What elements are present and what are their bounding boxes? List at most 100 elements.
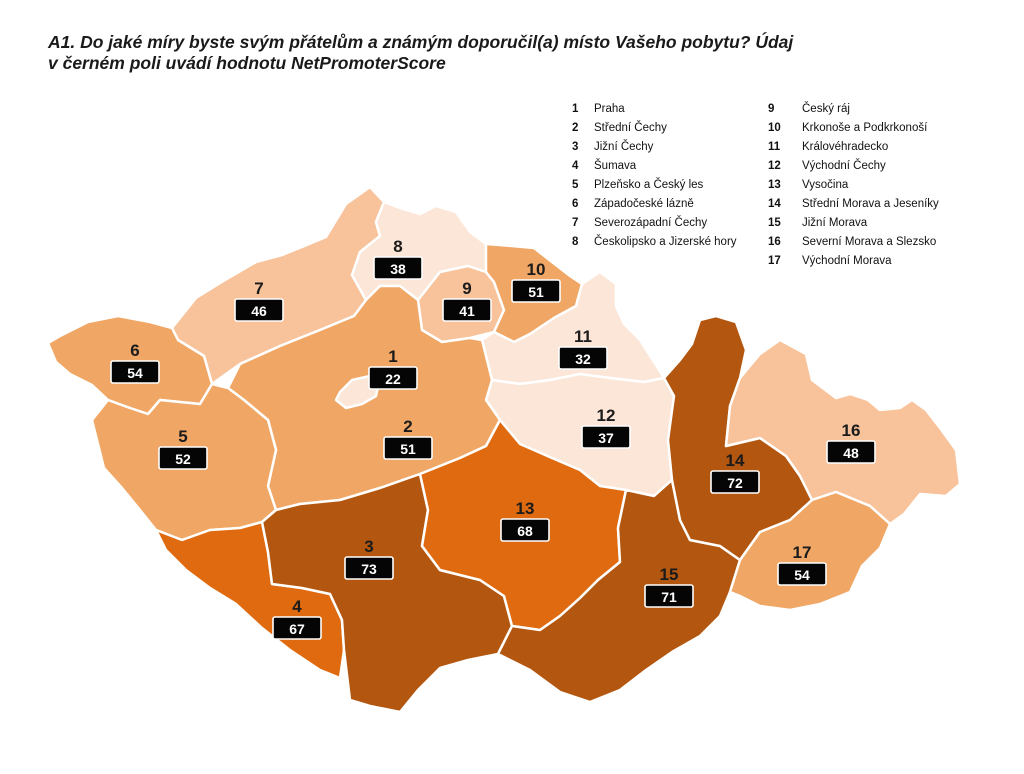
legend-item-9: 9 Český ráj (768, 103, 850, 122)
region-label-2: 251 (383, 417, 433, 460)
title-line-1: A1. Do jaké míry byste svým přátelům a z… (48, 32, 794, 52)
legend-label: Jižní Morava (802, 217, 868, 229)
nps-box (110, 360, 160, 384)
legend-label: Východní Čechy (802, 160, 886, 172)
nps-value: 48 (843, 445, 859, 461)
legend-num: 2 (572, 122, 579, 134)
region-number: 13 (516, 499, 535, 518)
nps-box (344, 556, 394, 580)
region-number: 15 (660, 565, 679, 584)
legend-item-2: 2 Střední Čechy (572, 122, 667, 141)
region-label-3: 373 (344, 537, 394, 580)
nps-value: 52 (175, 451, 191, 467)
nps-value: 51 (400, 441, 416, 457)
legend-num: 15 (768, 217, 781, 229)
nps-box (234, 298, 284, 322)
legend-item-3: 3 Jižní Čechy (572, 141, 653, 160)
legend-num: 3 (572, 141, 579, 153)
region-number: 5 (178, 427, 187, 446)
nps-value: 67 (289, 621, 305, 637)
legend-label: Královéhradecko (802, 141, 889, 153)
legend-label: Západočeské lázně (594, 198, 694, 210)
nps-box (777, 562, 827, 586)
regions-layer (46, 185, 962, 714)
nps-value: 46 (251, 303, 267, 319)
legend-item-1: 1 Praha (572, 103, 625, 122)
region-number: 9 (462, 279, 471, 298)
legend-num: 17 (768, 255, 781, 267)
nps-box (442, 298, 492, 322)
legend-num: 10 (768, 122, 781, 134)
region-number: 17 (793, 543, 812, 562)
region-number: 8 (393, 237, 402, 256)
labels-layer: 1222513734675526547468389411051113212371… (110, 237, 876, 640)
legend-num: 4 (572, 160, 579, 172)
nps-value: 68 (517, 523, 533, 539)
region-number: 4 (292, 597, 302, 616)
legend-item-14: 14 Střední Morava a Jeseníky (768, 198, 939, 217)
legend-num: 5 (572, 179, 579, 191)
region-label-4: 467 (272, 597, 322, 640)
region-number: 14 (726, 451, 745, 470)
region-label-5: 552 (158, 427, 208, 470)
legend-item-8: 8 Českolipsko a Jizerské hory (572, 236, 737, 255)
legend-item-11: 11 Královéhradecko (768, 141, 888, 160)
legend-num: 8 (572, 236, 579, 248)
nps-value: 32 (575, 351, 591, 367)
nps-box (383, 436, 433, 460)
region-17[interactable] (728, 490, 892, 612)
region-number: 2 (403, 417, 412, 436)
region-number: 12 (597, 406, 616, 425)
legend-item-12: 12 Východní Čechy (768, 160, 886, 179)
nps-value: 71 (661, 589, 677, 605)
region-number: 1 (388, 347, 397, 366)
legend-item-13: 13 Vysočina (768, 179, 848, 198)
map-title: A1. Do jaké míry byste svým přátelům a z… (48, 32, 948, 74)
title-line-2: v černém poli uvádí hodnotu NetPromoterS… (48, 53, 446, 73)
region-1[interactable] (334, 374, 380, 410)
legend-item-15: 15 Jižní Morava (768, 217, 867, 236)
nps-box (644, 584, 694, 608)
legend-label: Českolipsko a Jizerské hory (594, 236, 737, 248)
region-16[interactable] (724, 338, 962, 526)
legend-label: Praha (594, 103, 625, 115)
legend-num: 9 (768, 103, 775, 115)
nps-box (581, 425, 631, 449)
legend-label: Střední Čechy (594, 122, 667, 134)
nps-box (158, 446, 208, 470)
legend-num: 7 (572, 217, 579, 229)
legend-item-6: 6 Západočeské lázně (572, 198, 694, 217)
legend-num: 12 (768, 160, 781, 172)
nps-value: 54 (794, 567, 810, 583)
nps-value: 37 (598, 430, 614, 446)
region-label-8: 838 (373, 237, 423, 280)
legend-label: Severozápadní Čechy (594, 217, 708, 229)
nps-value: 38 (390, 261, 406, 277)
region-number: 10 (527, 260, 546, 279)
legend-label: Severní Morava a Slezsko (802, 236, 937, 248)
nps-box (373, 256, 423, 280)
legend-num: 1 (572, 103, 579, 115)
region-label-1: 122 (368, 347, 418, 390)
nps-box (272, 616, 322, 640)
nps-box (500, 518, 550, 542)
legend-label: Východní Morava (802, 255, 892, 267)
legend-label: Krkonoše a Podkrkonoší (802, 122, 928, 134)
legend-item-7: 7 Severozápadní Čechy (572, 217, 707, 236)
legend-num: 11 (768, 141, 781, 153)
nps-box (368, 366, 418, 390)
legend-item-5: 5 Plzeňsko a Český les (572, 179, 703, 198)
region-number: 16 (842, 421, 861, 440)
legend-num: 16 (768, 236, 781, 248)
legend-item-4: 4 Šumava (572, 160, 636, 179)
legend-item-16: 16 Severní Morava a Slezsko (768, 236, 936, 255)
legend-num: 6 (572, 198, 579, 210)
region-number: 11 (574, 327, 592, 346)
nps-value: 72 (727, 475, 743, 491)
nps-value: 22 (385, 371, 401, 387)
